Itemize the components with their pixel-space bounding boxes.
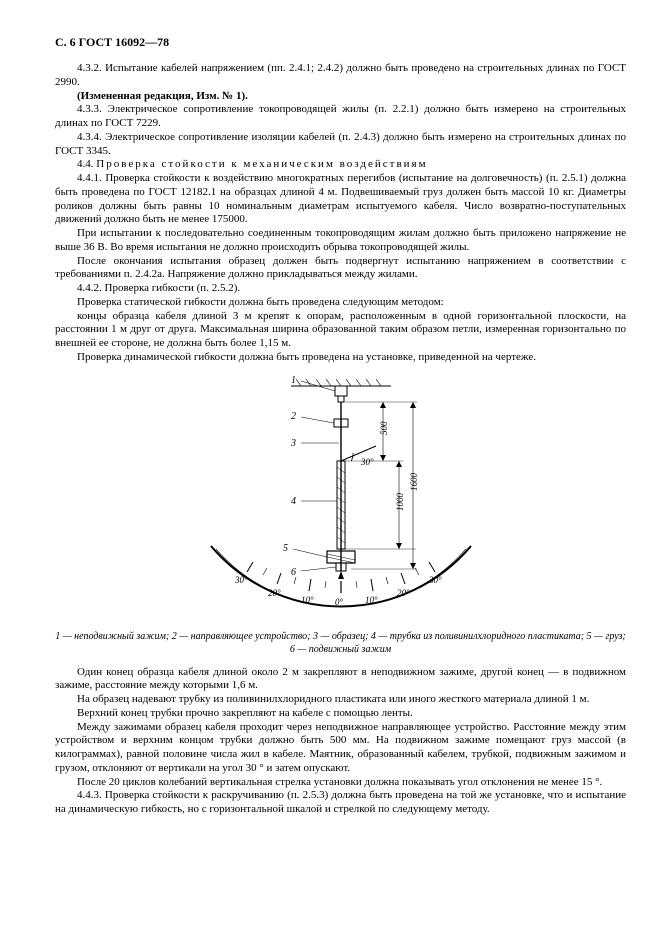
- fig-angle-0: 0°: [335, 597, 344, 607]
- fig-callout-5: 5: [283, 543, 288, 554]
- fig-angle-20r: 20°: [397, 588, 410, 598]
- page-header: С. 6 ГОСТ 16092—78: [55, 35, 626, 50]
- figure-caption: 1 — неподвижный зажим; 2 — направляющее …: [55, 630, 626, 656]
- fig-dim-1000: 1000: [395, 492, 405, 511]
- fig-dim-500: 500: [379, 421, 389, 435]
- fig-callout-4: 4: [291, 496, 296, 507]
- para-4-4-prefix: 4.4.: [77, 158, 96, 170]
- para-4-4: 4.4. Проверка стойкости к механическим в…: [55, 158, 626, 172]
- para-dynamic-check: Проверка динамической гибкости должна бы…: [55, 351, 626, 365]
- para-4-3-2: 4.3.2. Испытание кабелей напряжением (пп…: [55, 62, 626, 90]
- para-4-4-3: 4.4.3. Проверка стойкости к раскручивани…: [55, 789, 626, 817]
- para-between-clamps: Между зажимами образец кабеля проходит ч…: [55, 721, 626, 776]
- fig-callout-1: 1: [291, 375, 296, 386]
- fig-angle-20l: 20°: [268, 588, 281, 598]
- figure-svg: 30° 500 1000 1600: [151, 371, 531, 621]
- para-static-check: Проверка статической гибкости должна быт…: [55, 296, 626, 310]
- fig-angle-10l: 10°: [301, 595, 314, 605]
- fig-angle-30-top: 30°: [360, 457, 374, 467]
- para-4-4-spaced: Проверка стойкости к механическим воздей…: [96, 158, 427, 170]
- para-sample-ends: концы образца кабеля длиной 3 м крепят к…: [55, 310, 626, 351]
- fig-angle-10r: 10°: [365, 595, 378, 605]
- fig-dim-1600: 1600: [409, 472, 419, 491]
- para-4-4-1: 4.4.1. Проверка стойкости к воздействию …: [55, 172, 626, 227]
- para-tube: На образец надевают трубку из поливинилх…: [55, 693, 626, 707]
- para-4-3-3: 4.3.3. Электрическое сопротивление токоп…: [55, 103, 626, 131]
- para-amendment: (Измененная редакция, Изм. № 1).: [55, 90, 626, 104]
- figure: 30° 500 1000 1600: [55, 371, 626, 626]
- para-4-4-2: 4.4.2. Проверка гибкости (п. 2.5.2).: [55, 282, 626, 296]
- para-top-tube: Верхний конец трубки прочно закрепляют н…: [55, 707, 626, 721]
- para-one-end: Один конец образца кабеля длиной около 2…: [55, 666, 626, 694]
- para-test-voltage: При испытании к последовательно соединен…: [55, 227, 626, 255]
- fig-angle-30l: 30°: [234, 575, 248, 585]
- page: С. 6 ГОСТ 16092—78 4.3.2. Испытание кабе…: [0, 0, 661, 936]
- para-after-test: После окончания испытания образец должен…: [55, 255, 626, 283]
- fig-callout-2: 2: [291, 411, 296, 422]
- fig-callout-3: 3: [290, 438, 296, 449]
- fig-callout-6: 6: [291, 567, 296, 578]
- para-after-20-cycles: После 20 циклов колебаний вертикальная с…: [55, 776, 626, 790]
- fig-angle-30r: 30°: [428, 575, 442, 585]
- para-4-3-4: 4.3.4. Электрическое сопротивление изоля…: [55, 131, 626, 159]
